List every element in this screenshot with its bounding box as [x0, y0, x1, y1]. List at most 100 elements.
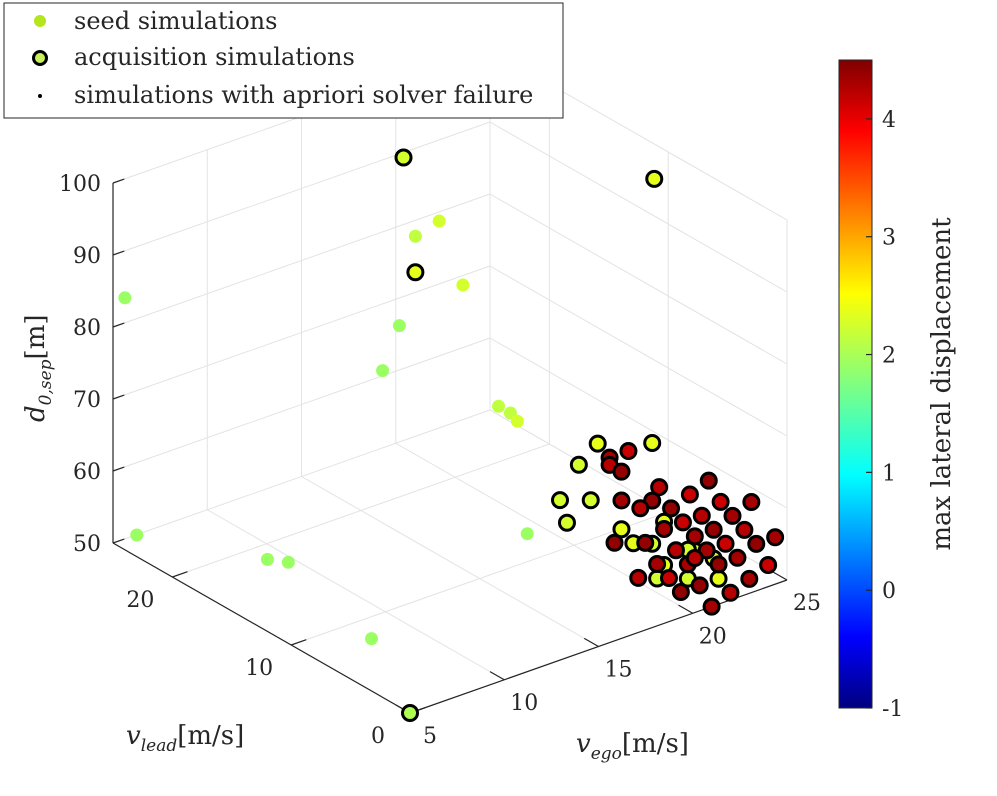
colorbar-label: max lateral displacement	[927, 217, 957, 551]
y-axis-label: vlead[m/s]	[126, 721, 244, 756]
floor-gridline-x	[301, 476, 599, 647]
acquisition-point-high	[716, 534, 735, 553]
acquisition-point	[551, 491, 570, 510]
seed-point	[520, 527, 534, 541]
colorbar-tick-label: 1	[882, 461, 896, 486]
colorbar-gradient	[838, 59, 873, 709]
z-tick-label: 100	[59, 172, 101, 197]
acquisition-point-high	[740, 569, 759, 588]
colorbar-tick-label: -1	[882, 697, 903, 722]
acquisition-point-high	[680, 485, 699, 504]
floor-gridline-x	[395, 442, 693, 614]
acquisition-point-high	[629, 568, 648, 587]
y-tick-label: 20	[126, 588, 154, 613]
seed-point	[492, 399, 506, 413]
acquisition-point-high	[666, 541, 685, 560]
acquisition-point-high	[685, 527, 704, 546]
acquisition-point-high	[673, 513, 692, 532]
legend-label-seed: seed simulations	[74, 7, 277, 35]
axes-tick-labels: 5 10 15 20 25 0 10 20 50 60 70 80 90 100	[59, 172, 821, 749]
seed-point	[365, 632, 379, 646]
seed-point	[456, 278, 470, 292]
y-axis-line	[112, 542, 411, 714]
colorbar: -1 0 1 2 3 4 max lateral displacement	[838, 59, 957, 722]
acquisition-point-high	[742, 493, 761, 511]
seed-point	[376, 364, 390, 378]
acquisition-point-high	[699, 471, 718, 490]
floor-gridline-y	[291, 511, 669, 646]
x-tick-mark	[678, 604, 694, 614]
rightwall-gridline-z	[489, 337, 788, 509]
acquisition-point-high	[709, 555, 728, 574]
acquisition-point-high	[747, 534, 766, 553]
acquisition-point	[612, 520, 631, 539]
x-tick-label: 20	[699, 624, 727, 649]
z-tick-label: 90	[73, 244, 101, 269]
acquisition-point-high	[636, 533, 655, 552]
seed-point	[281, 555, 295, 569]
acquisition-point-high	[671, 583, 690, 602]
legend: seed simulations acquisition simulations…	[3, 2, 564, 119]
acquisition-point-high	[685, 548, 704, 567]
acquisition-point	[643, 434, 662, 452]
acquisition-point-high	[723, 506, 742, 525]
seed-point	[510, 414, 524, 428]
rightwall-gridline-z	[489, 265, 788, 437]
seed-point	[130, 528, 144, 542]
acquisition-point-high	[766, 528, 785, 547]
x-tick-mark	[583, 637, 599, 648]
acquisition-point	[401, 704, 419, 722]
x-tick-mark	[489, 671, 505, 681]
x-tick-mark	[772, 571, 788, 581]
rightwall-gridline-z	[489, 121, 788, 293]
acquisition-point	[394, 148, 413, 167]
y-tick-label: 10	[245, 656, 273, 681]
legend-marker-failure	[38, 94, 42, 98]
backwall-gridline-z	[112, 265, 491, 400]
legend-label-failure: simulations with apriori solver failure	[74, 81, 533, 109]
acquisition-point-high	[612, 491, 631, 510]
z-tick-mark	[112, 250, 125, 256]
acquisition-point-high	[648, 555, 667, 574]
legend-label-acquisition: acquisition simulations	[74, 43, 355, 71]
acquisition-point-high	[735, 520, 754, 539]
acquisition-point	[709, 569, 728, 588]
backwall-gridline-z	[112, 193, 491, 328]
z-tick-mark	[112, 394, 125, 400]
acquisition-point-high	[612, 462, 631, 481]
z-axis-label: d0,sep[m]	[21, 315, 56, 423]
acquisition-point-high	[605, 533, 624, 552]
colorbar-tick-label: 4	[882, 108, 896, 133]
floor-gridline-x	[207, 509, 505, 681]
z-tick-label: 60	[73, 460, 101, 485]
z-tick-mark	[112, 538, 125, 544]
x-tick-label: 25	[793, 591, 821, 616]
z-tick-mark	[112, 322, 125, 328]
legend-box	[3, 2, 564, 119]
x-tick-label: 10	[510, 691, 538, 716]
acquisition-point-high	[659, 569, 678, 588]
acquisition-point	[557, 513, 576, 532]
y-tick-mark	[172, 571, 188, 578]
backwall-gridline-z	[112, 409, 491, 544]
legend-marker-acquisition	[32, 50, 48, 66]
seed-point	[118, 291, 132, 305]
x-tick-label: 15	[605, 658, 633, 683]
backwall-gridline-z	[112, 337, 491, 472]
data-points	[118, 148, 785, 722]
legend-marker-seed	[34, 15, 46, 27]
acquisition-point	[581, 491, 600, 510]
acquisition-point	[406, 263, 425, 282]
rightwall-gridline-z	[489, 193, 788, 365]
acquisition-point-high	[711, 492, 730, 511]
seed-point	[432, 214, 446, 228]
acquisition-point-high	[704, 520, 723, 539]
acquisition-point-high	[692, 506, 711, 525]
z-tick-label: 50	[73, 532, 101, 557]
seed-point	[408, 229, 422, 243]
acquisition-point	[569, 455, 588, 474]
axes-grid	[112, 49, 788, 714]
z-tick-mark	[112, 178, 125, 184]
acquisition-point-high	[619, 442, 638, 460]
